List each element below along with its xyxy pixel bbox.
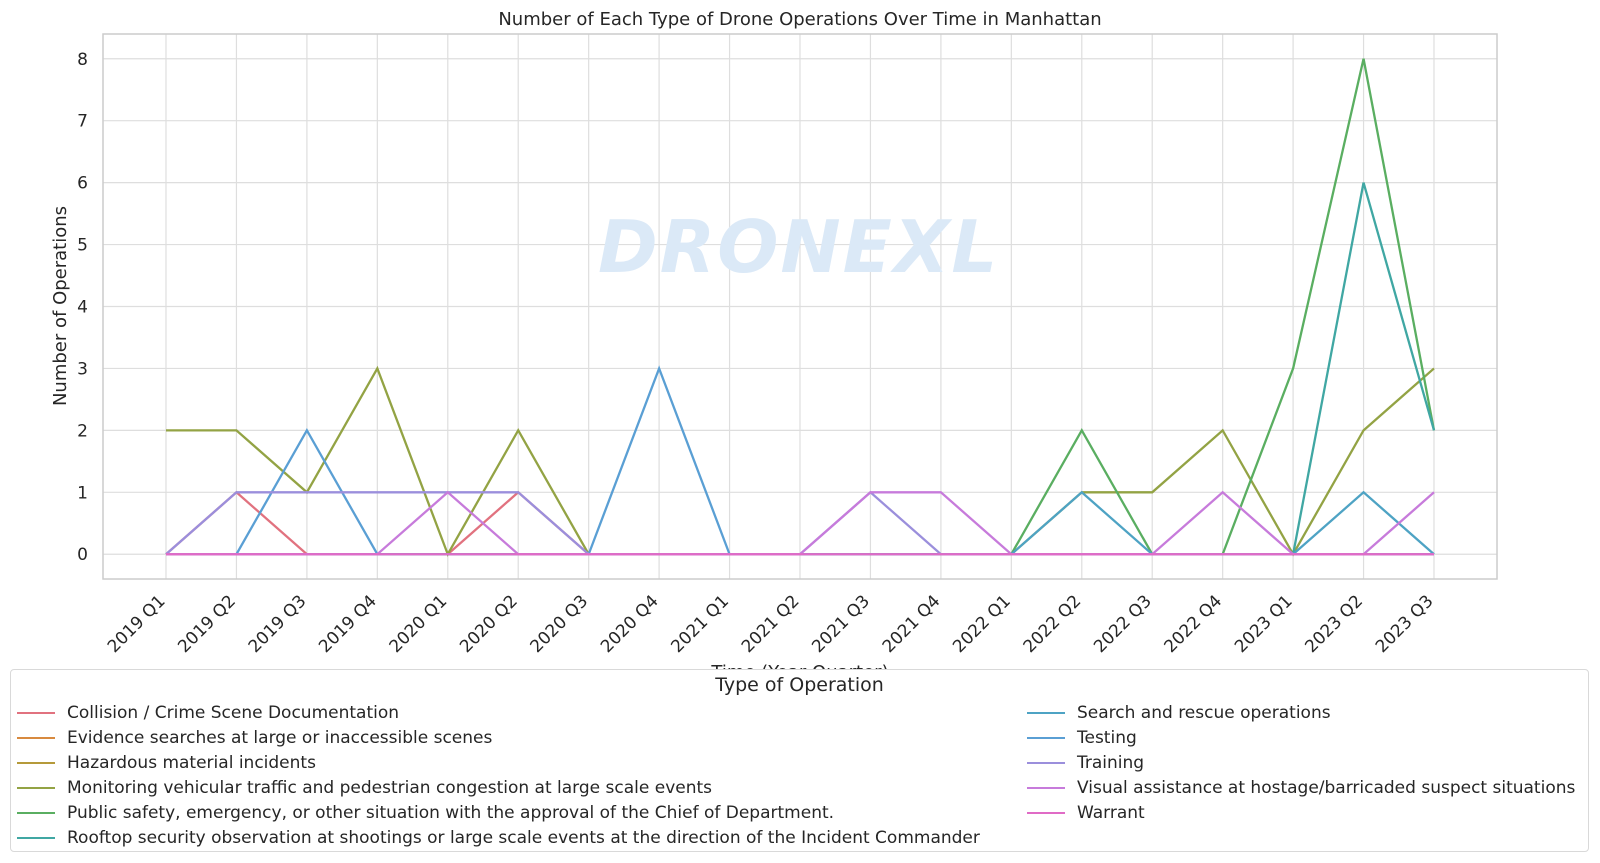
legend-item: Collision / Crime Scene Documentation [17,700,980,725]
x-tick-label: 2020 Q2 [456,591,522,657]
x-tick-labels: 2019 Q1 2019 Q2 2019 Q3 2019 Q4 2020 Q1 2020 … [104,591,1438,657]
y-tick-label: 4 [77,298,88,318]
legend-swatch [1027,786,1065,789]
legend-swatch [1027,811,1065,814]
legend-item: Hazardous material incidents [17,750,980,775]
legend-label: Training [1077,752,1145,773]
plot-frame [102,33,1498,580]
legend: Type of Operation Collision / Crime Scen… [10,669,1589,852]
series-lines [165,58,1436,557]
legend-item: Warrant [1027,800,1575,825]
x-tick-label: 2023 Q1 [1231,591,1297,657]
x-tick-label: 2020 Q4 [597,591,663,657]
y-tick-label: 1 [77,483,88,503]
legend-item: Search and rescue operations [1027,700,1575,725]
legend-swatch [17,836,55,839]
x-tick-label: 2023 Q3 [1372,591,1438,657]
y-tick-label: 0 [77,545,88,565]
x-tick-label: 2019 Q1 [104,591,170,657]
legend-label: Testing [1077,727,1137,748]
legend-swatch [17,736,55,739]
legend-column-right: Search and rescue operations Testing Train… [1027,700,1575,825]
legend-label: Visual assistance at hostage/barricaded … [1077,777,1576,798]
legend-label: Collision / Crime Scene Documentation [67,702,400,723]
x-tick-label: 2019 Q2 [174,591,240,657]
x-tick-label: 2022 Q4 [1161,591,1227,657]
legend-label: Search and rescue operations [1077,702,1331,723]
x-tick-label: 2022 Q3 [1090,591,1156,657]
y-tick-labels: 0 1 2 3 4 5 6 7 8 [77,50,88,565]
legend-item: Visual assistance at hostage/barricaded … [1027,775,1575,800]
legend-item: Evidence searches at large or inaccessib… [17,725,980,750]
y-tick-label: 6 [77,174,88,194]
legend-item: Training [1027,750,1575,775]
watermark-text: DRONEXL [598,205,999,289]
legend-label: Monitoring vehicular traffic and pedestr… [67,777,713,798]
x-tick-label: 2019 Q3 [245,591,311,657]
x-tick-label: 2019 Q4 [315,591,381,657]
x-tick-label: 2021 Q4 [879,591,945,657]
x-tick-label: 2022 Q1 [949,591,1015,657]
legend-item: Testing [1027,725,1575,750]
legend-item: Monitoring vehicular traffic and pedestr… [17,775,980,800]
y-tick-label: 2 [77,421,88,441]
legend-label: Hazardous material incidents [67,752,316,773]
chart-title: Number of Each Type of Drone Operations … [498,9,1101,30]
x-tick-label: 2020 Q3 [527,591,593,657]
y-tick-label: 8 [77,50,88,70]
legend-swatch [17,811,55,814]
legend-column-left: Collision / Crime Scene Documentation Evi… [17,700,980,850]
x-tick-label: 2021 Q1 [667,591,733,657]
legend-swatch [1027,711,1065,714]
legend-swatch [17,786,55,789]
y-tick-label: 5 [77,236,88,256]
x-tick-label: 2021 Q3 [808,591,874,657]
legend-label: Evidence searches at large or inaccessib… [67,727,493,748]
legend-label: Public safety, emergency, or other situa… [67,802,835,823]
legend-label: Warrant [1077,802,1145,823]
watermark: DRONEXL [598,205,999,289]
legend-swatch [17,761,55,764]
y-tick-label: 3 [77,359,88,379]
legend-swatch [1027,736,1065,739]
gridlines [103,34,1497,579]
legend-swatch [17,711,55,714]
y-axis-label: Number of Operations [50,206,71,406]
y-tick-label: 7 [77,112,88,132]
x-tick-label: 2021 Q2 [738,591,804,657]
x-tick-label: 2023 Q2 [1301,591,1367,657]
legend-label: Rooftop security observation at shooting… [67,827,980,848]
legend-title: Type of Operation [715,674,884,696]
x-tick-label: 2020 Q1 [386,591,452,657]
legend-item: Rooftop security observation at shooting… [17,825,980,850]
x-tick-label: 2022 Q2 [1020,591,1086,657]
legend-item: Public safety, emergency, or other situa… [17,800,980,825]
legend-swatch [1027,761,1065,764]
